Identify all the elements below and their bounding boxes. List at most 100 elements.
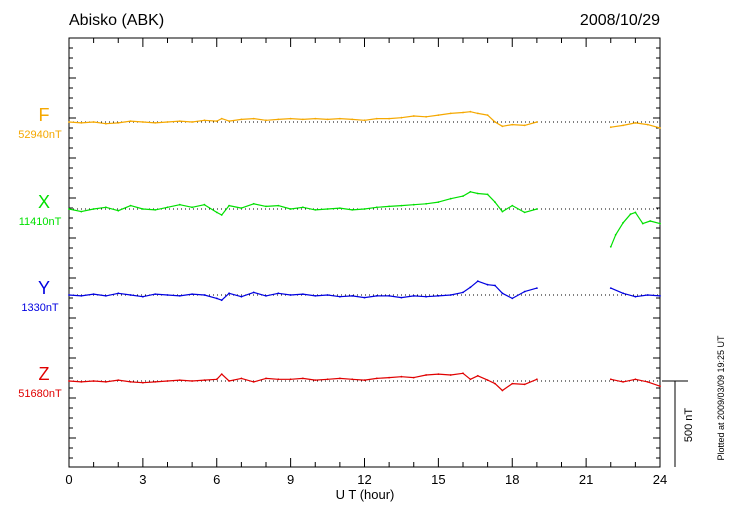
baseline-label-Z: 51680nT	[18, 388, 62, 400]
series-point-Y	[339, 295, 341, 298]
series-point-Z	[117, 379, 120, 381]
series-line-X	[68, 191, 538, 216]
series-point-Y	[117, 292, 120, 295]
series-point-F	[129, 120, 132, 122]
scale-bar: 500 nT	[662, 380, 695, 467]
series-point-F	[117, 122, 120, 124]
series-point-F	[302, 118, 304, 121]
series-point-F	[622, 124, 624, 127]
series-point-Y	[622, 292, 624, 295]
series-point-F	[203, 119, 206, 122]
series-point-Z	[646, 381, 649, 383]
x-axis-ticks: 0 3 6 9 12 15 18 21 24	[65, 38, 667, 487]
x-tick-label: 18	[505, 472, 519, 487]
series-point-Z	[351, 378, 354, 381]
series-point-Z	[622, 381, 624, 383]
series-point-Z	[142, 381, 144, 384]
series-point-Y	[105, 295, 107, 297]
series-line-Z	[610, 378, 661, 387]
series-point-X	[215, 211, 218, 214]
series-point-Z	[363, 379, 366, 381]
series-point-X	[629, 213, 632, 216]
series-point-Y	[469, 286, 472, 289]
series-point-X	[659, 222, 661, 225]
series-point-Z	[339, 377, 341, 380]
component-labels: F 52940nT X 11410nT Y 1330nT Z 51680nT	[18, 105, 62, 400]
series-point-X	[351, 209, 354, 211]
series-point-Z	[92, 380, 95, 382]
series-point-Z	[634, 378, 637, 381]
x-tick-label: 3	[139, 472, 146, 487]
series-point-Y	[523, 290, 526, 293]
series-point-Z	[659, 385, 661, 388]
series-point-Y	[154, 293, 157, 295]
series-point-X	[609, 245, 612, 248]
series-point-Y	[265, 295, 267, 297]
series-point-Y	[494, 284, 496, 287]
series-point-Y	[536, 287, 538, 289]
series-point-F	[277, 118, 280, 121]
series-point-F	[191, 121, 194, 123]
series-point-Y	[462, 291, 464, 294]
series-point-X	[178, 203, 181, 206]
series-point-X	[92, 208, 95, 210]
series-point-Y	[220, 299, 223, 302]
series-point-Y	[437, 295, 440, 297]
series-line-X	[610, 211, 661, 248]
series-point-Z	[220, 373, 223, 375]
series-point-X	[166, 206, 169, 209]
series-point-F	[469, 110, 472, 113]
series-point-Z	[425, 374, 427, 376]
series-point-Z	[240, 377, 243, 380]
series-point-Y	[166, 294, 169, 296]
series-point-F	[425, 115, 427, 118]
series-point-Y	[486, 283, 489, 286]
series-point-X	[240, 207, 243, 210]
baseline-grid	[69, 121, 660, 382]
scale-bar-label: 500 nT	[683, 408, 695, 443]
series-point-Y	[277, 292, 280, 295]
series-point-X	[129, 204, 132, 207]
series-point-F	[536, 121, 538, 123]
x-tick-label: 9	[287, 472, 294, 487]
series-point-X	[437, 201, 440, 204]
x-axis-label: U T (hour)	[336, 487, 395, 502]
series-point-F	[252, 117, 255, 120]
series-point-F	[375, 117, 378, 120]
series-line-Z	[68, 372, 538, 392]
series-point-F	[486, 114, 489, 116]
series-point-Z	[68, 380, 70, 382]
series-point-X	[252, 202, 255, 205]
series-point-X	[277, 204, 280, 207]
series-point-Y	[400, 296, 403, 299]
series-point-Y	[68, 294, 70, 296]
x-tick-label: 12	[357, 472, 371, 487]
series-point-Z	[277, 378, 280, 381]
series-point-F	[105, 122, 107, 125]
baseline-label-X: 11410nT	[19, 216, 62, 228]
series-line-Y	[610, 287, 661, 298]
series-point-X	[614, 233, 617, 236]
series-point-X	[523, 211, 526, 214]
series-point-F	[501, 125, 504, 128]
series-point-F	[412, 115, 415, 117]
series-point-X	[494, 201, 496, 204]
component-label-X: X	[38, 192, 50, 212]
series-point-X	[536, 208, 538, 210]
series-point-Z	[469, 378, 472, 381]
series-point-Z	[388, 376, 390, 379]
series-point-X	[142, 208, 144, 210]
series-point-Z	[215, 378, 218, 381]
series-point-F	[523, 124, 526, 127]
series-point-X	[501, 210, 504, 213]
x-tick-label: 0	[65, 472, 72, 487]
series-point-Z	[289, 378, 292, 381]
series-point-Z	[252, 381, 255, 383]
series-point-F	[228, 120, 231, 122]
series-point-X	[339, 207, 341, 210]
series-point-X	[363, 208, 366, 210]
series-point-F	[449, 112, 452, 115]
series-point-Z	[609, 378, 612, 381]
series-point-X	[265, 205, 267, 208]
series-point-Y	[659, 295, 661, 297]
